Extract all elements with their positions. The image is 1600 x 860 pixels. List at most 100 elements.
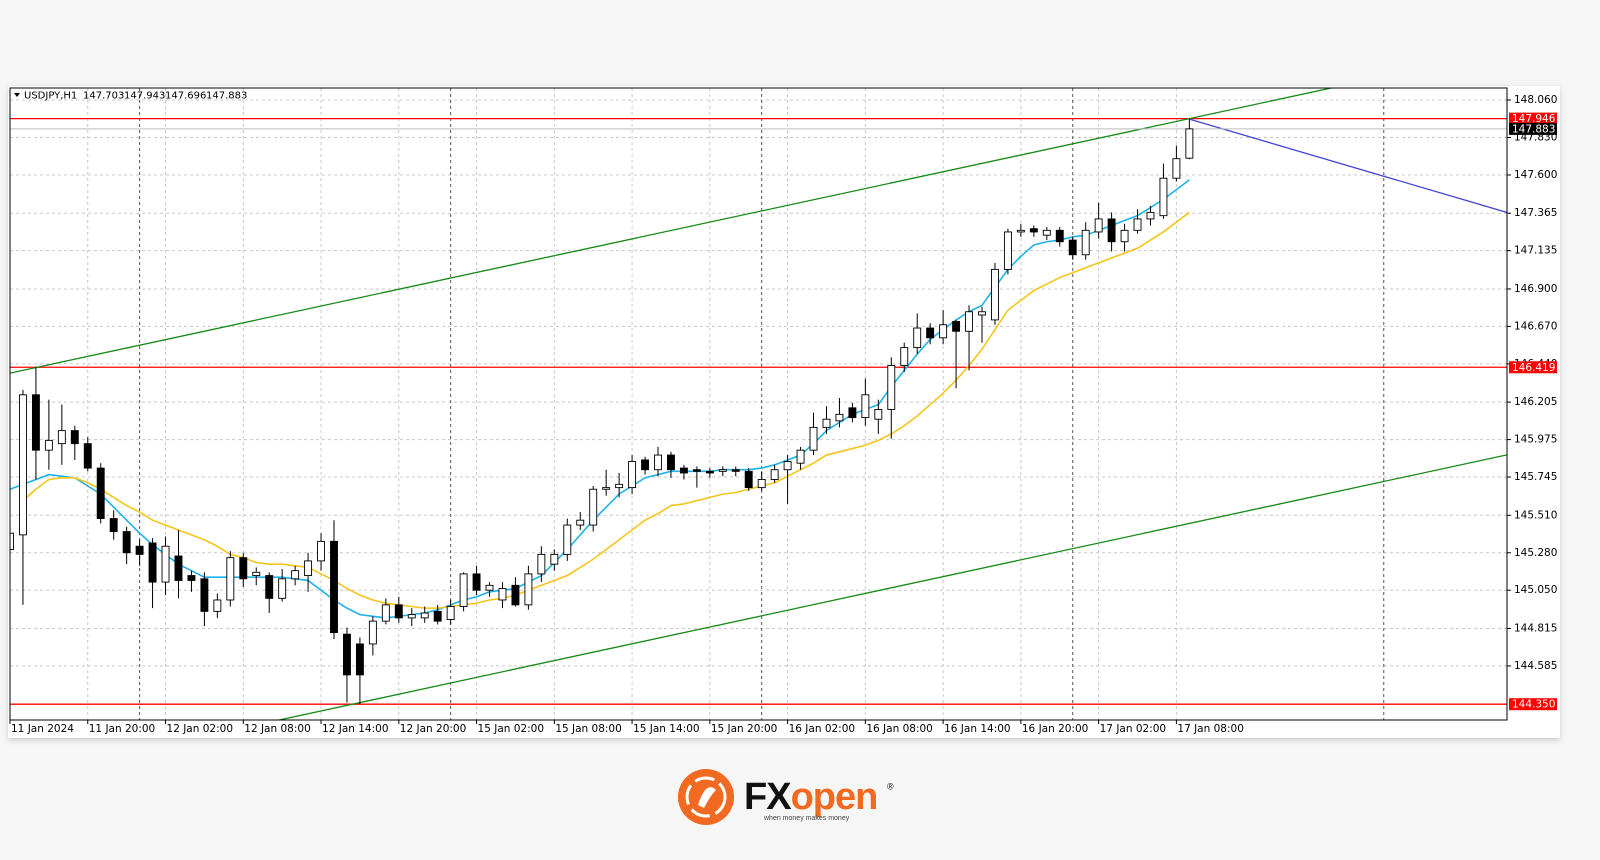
candle-body [459, 573, 468, 607]
candle-body [394, 604, 403, 619]
registered-mark: ® [887, 781, 894, 791]
x-tick-label: 16 Jan 20:00 [1022, 723, 1088, 735]
candle-body [148, 542, 157, 583]
candle-body [978, 311, 986, 316]
candle-body [200, 578, 209, 612]
x-tick-label: 15 Jan 02:00 [478, 723, 544, 735]
candle-body [848, 407, 857, 419]
y-tick-label: 144.585 [1514, 660, 1557, 672]
candle-body [822, 418, 831, 428]
x-tick-label: 15 Jan 20:00 [711, 723, 777, 735]
moving-average [22, 211, 1190, 609]
candle-body [498, 588, 507, 601]
x-tick-label: 17 Jan 08:00 [1177, 723, 1243, 735]
candle-body [913, 327, 922, 349]
candle-body [576, 519, 585, 526]
candle-body [187, 575, 196, 581]
y-tick-label: 147.135 [1514, 245, 1557, 257]
candle-body [1159, 177, 1168, 217]
trendline [276, 454, 1507, 720]
candle-body [589, 488, 598, 526]
x-tick-label: 15 Jan 14:00 [633, 723, 699, 735]
tagline: when money makes money [763, 815, 850, 822]
x-tick-label: 16 Jan 02:00 [789, 723, 855, 735]
candle-body [213, 599, 222, 612]
candle-body [96, 467, 105, 520]
x-tick-label: 12 Jan 14:00 [322, 723, 388, 735]
candle-body [1172, 158, 1181, 179]
candle-body [1185, 128, 1194, 159]
candle-body [861, 394, 870, 419]
candle-body [926, 327, 935, 339]
candle-body [304, 560, 313, 577]
candle-body [615, 483, 624, 489]
candle-body [602, 487, 611, 490]
candle-body [796, 449, 805, 464]
trendline [10, 88, 1335, 374]
candle-body [563, 524, 572, 555]
candle-body [641, 459, 649, 471]
x-tick-label: 11 Jan 20:00 [89, 723, 155, 735]
x-tick-label: 16 Jan 14:00 [944, 723, 1010, 735]
candle-body [355, 643, 364, 676]
candle-body [31, 394, 40, 451]
level-label: 146.419 [1512, 362, 1555, 374]
candle-body [1107, 218, 1116, 243]
candle-body [952, 321, 961, 332]
plot-area [10, 88, 1507, 720]
y-tick-label: 146.670 [1514, 320, 1557, 332]
candle-body [550, 553, 559, 565]
candle-body [109, 518, 118, 533]
candle-body [226, 557, 235, 601]
candle-body [628, 461, 637, 489]
candle-body [44, 439, 53, 451]
candle-body [679, 467, 688, 474]
candle-body [874, 409, 883, 420]
candle-body [57, 430, 66, 445]
candle-body [511, 584, 520, 606]
ohlc-close: 147.883 [206, 91, 247, 102]
candle-body [1133, 218, 1142, 231]
plot-frame [9, 87, 1508, 721]
brand: FXopen [744, 776, 877, 818]
candle-body [900, 347, 909, 366]
chart-header: USDJPY,H1 147.703 147.943 147.696 147.88… [14, 91, 247, 102]
candle-body [965, 311, 973, 332]
logo-swirl [685, 776, 727, 818]
candle-body [654, 454, 662, 471]
candle-body [472, 573, 481, 591]
candle-body [1016, 229, 1025, 233]
y-tick-label: 145.050 [1514, 584, 1557, 596]
candle-body [135, 545, 144, 555]
candle-body [770, 469, 779, 480]
level-label: 144.350 [1512, 699, 1555, 711]
y-tick-label: 145.510 [1514, 509, 1557, 521]
candle-body [368, 620, 377, 645]
candle-body [1003, 231, 1012, 270]
trendline [1189, 118, 1507, 214]
candle-body [252, 571, 261, 577]
brand-fx: FX [744, 776, 792, 818]
candle-body [433, 610, 442, 622]
level-label-bg [1509, 112, 1557, 125]
candle-body [122, 531, 131, 554]
candle-body [161, 545, 170, 583]
logo-figure [698, 787, 716, 808]
candle-body [1055, 229, 1064, 243]
candle-body [420, 612, 429, 619]
header-arrow [14, 93, 20, 97]
candle-body [731, 469, 740, 472]
candle-body [1094, 218, 1103, 233]
candle-body [667, 454, 675, 471]
candle-body [809, 426, 818, 451]
candle-body [446, 606, 455, 620]
y-tick-label: 145.280 [1514, 547, 1557, 559]
candle-body [1029, 228, 1038, 233]
level-label-bg [1509, 698, 1557, 711]
y-tick-label: 144.815 [1514, 622, 1557, 634]
candle-body [991, 268, 999, 321]
ohlc-low: 147.696 [165, 91, 206, 102]
candle-body [887, 365, 896, 410]
y-tick-label: 146.205 [1514, 396, 1557, 408]
